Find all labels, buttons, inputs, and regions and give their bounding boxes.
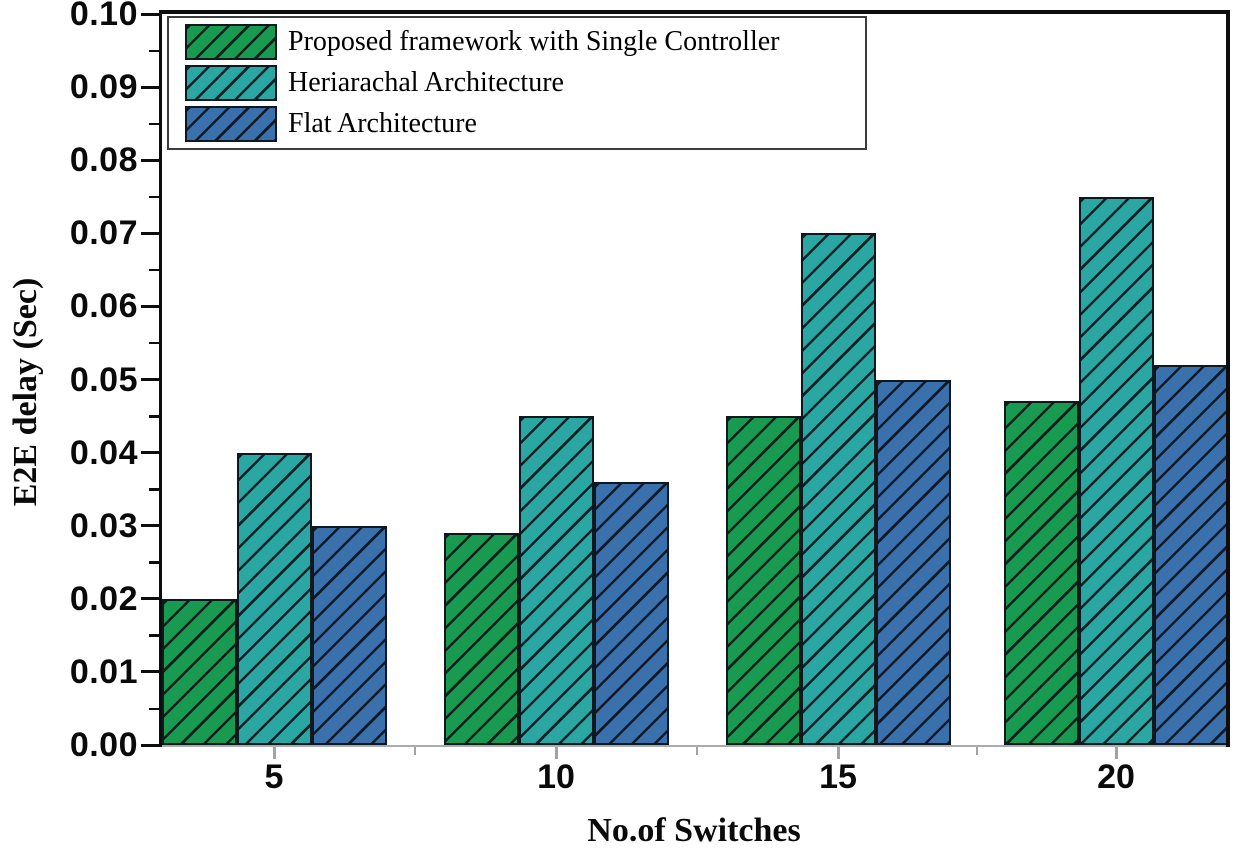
x-axis-title: No.of Switches bbox=[587, 812, 801, 849]
x-tick-label: 5 bbox=[264, 758, 284, 796]
bar-series1-switches-15 bbox=[725, 416, 801, 745]
y-tick-label: 0.01 bbox=[69, 652, 138, 691]
y-axis-major-tick bbox=[141, 670, 160, 674]
bar-series3-switches-5 bbox=[311, 525, 387, 745]
y-tick-label: 0.09 bbox=[69, 68, 138, 107]
y-axis-major-tick bbox=[141, 158, 160, 162]
x-tick-label: 20 bbox=[1097, 758, 1135, 796]
y-axis-minor-tick bbox=[149, 49, 160, 52]
x-axis-minor-tick bbox=[696, 747, 698, 755]
y-tick-label: 0.00 bbox=[69, 726, 138, 764]
y-axis-major-tick bbox=[141, 304, 160, 308]
y-tick-label: 0.03 bbox=[69, 506, 138, 545]
y-axis-major-tick bbox=[141, 85, 160, 89]
bar-series1-switches-20 bbox=[1003, 401, 1079, 745]
y-axis-major-tick bbox=[141, 231, 160, 235]
y-axis-minor-tick bbox=[149, 122, 160, 126]
legend-swatch-icon bbox=[185, 23, 277, 60]
legend-label: Proposed framework with Single Controlle… bbox=[288, 25, 780, 57]
y-axis-minor-tick bbox=[149, 561, 160, 564]
y-tick-label: 0.10 bbox=[69, 0, 138, 33]
y-axis-left-spine bbox=[159, 10, 162, 747]
bar-series2-switches-5 bbox=[236, 452, 312, 745]
legend-item: Flat Architecture bbox=[185, 106, 859, 143]
legend-swatch-icon bbox=[185, 64, 277, 101]
bar-series1-switches-5 bbox=[161, 598, 237, 745]
plot-right-spine bbox=[1226, 10, 1230, 747]
x-axis-major-tick bbox=[554, 747, 558, 759]
y-axis-major-tick bbox=[141, 378, 160, 381]
bar-series2-switches-10 bbox=[518, 416, 594, 745]
y-tick-label: 0.07 bbox=[69, 214, 138, 253]
x-axis-major-tick bbox=[1114, 747, 1118, 759]
y-axis-major-tick bbox=[141, 597, 160, 601]
y-tick-label: 0.06 bbox=[69, 287, 138, 326]
bar-series3-switches-20 bbox=[1153, 364, 1229, 745]
legend: Proposed framework with Single Controlle… bbox=[167, 16, 867, 150]
legend-label: Heriarachal Architecture bbox=[288, 66, 564, 98]
bar-series2-switches-20 bbox=[1078, 196, 1154, 745]
x-axis-minor-tick bbox=[976, 747, 978, 755]
y-axis-minor-tick bbox=[149, 195, 160, 199]
y-axis-minor-tick bbox=[149, 488, 160, 491]
y-tick-label: 0.04 bbox=[69, 433, 138, 472]
legend-item: Heriarachal Architecture bbox=[185, 64, 859, 101]
x-axis-bottom-spine bbox=[159, 745, 1230, 747]
plot-top-spine bbox=[159, 10, 1230, 14]
y-axis-minor-tick bbox=[149, 415, 160, 418]
y-axis-title: E2E delay (Sec) bbox=[7, 277, 44, 507]
y-axis-minor-tick bbox=[149, 634, 160, 637]
x-axis-minor-tick bbox=[414, 747, 416, 755]
y-axis-major-tick bbox=[141, 524, 160, 528]
x-axis-major-tick bbox=[272, 747, 276, 759]
y-axis-major-tick bbox=[141, 743, 160, 747]
legend-item: Proposed framework with Single Controlle… bbox=[185, 23, 859, 60]
x-tick-label: 10 bbox=[537, 758, 575, 796]
bar-series2-switches-15 bbox=[800, 233, 876, 745]
y-tick-label: 0.05 bbox=[69, 360, 138, 399]
x-tick-label: 15 bbox=[819, 758, 857, 796]
legend-swatch-icon bbox=[185, 106, 277, 143]
y-axis-major-tick bbox=[141, 12, 160, 16]
legend-label: Flat Architecture bbox=[288, 108, 477, 140]
y-axis-minor-tick bbox=[149, 341, 160, 345]
y-tick-label: 0.08 bbox=[69, 141, 138, 180]
x-axis-major-tick bbox=[836, 747, 840, 759]
y-axis-minor-tick bbox=[149, 268, 160, 272]
y-axis-minor-tick bbox=[149, 707, 160, 710]
y-tick-label: 0.02 bbox=[69, 579, 138, 618]
y-axis-major-tick bbox=[141, 451, 160, 455]
bar-series3-switches-15 bbox=[875, 379, 951, 745]
bar-series1-switches-10 bbox=[443, 533, 519, 745]
bar-series3-switches-10 bbox=[593, 481, 669, 745]
